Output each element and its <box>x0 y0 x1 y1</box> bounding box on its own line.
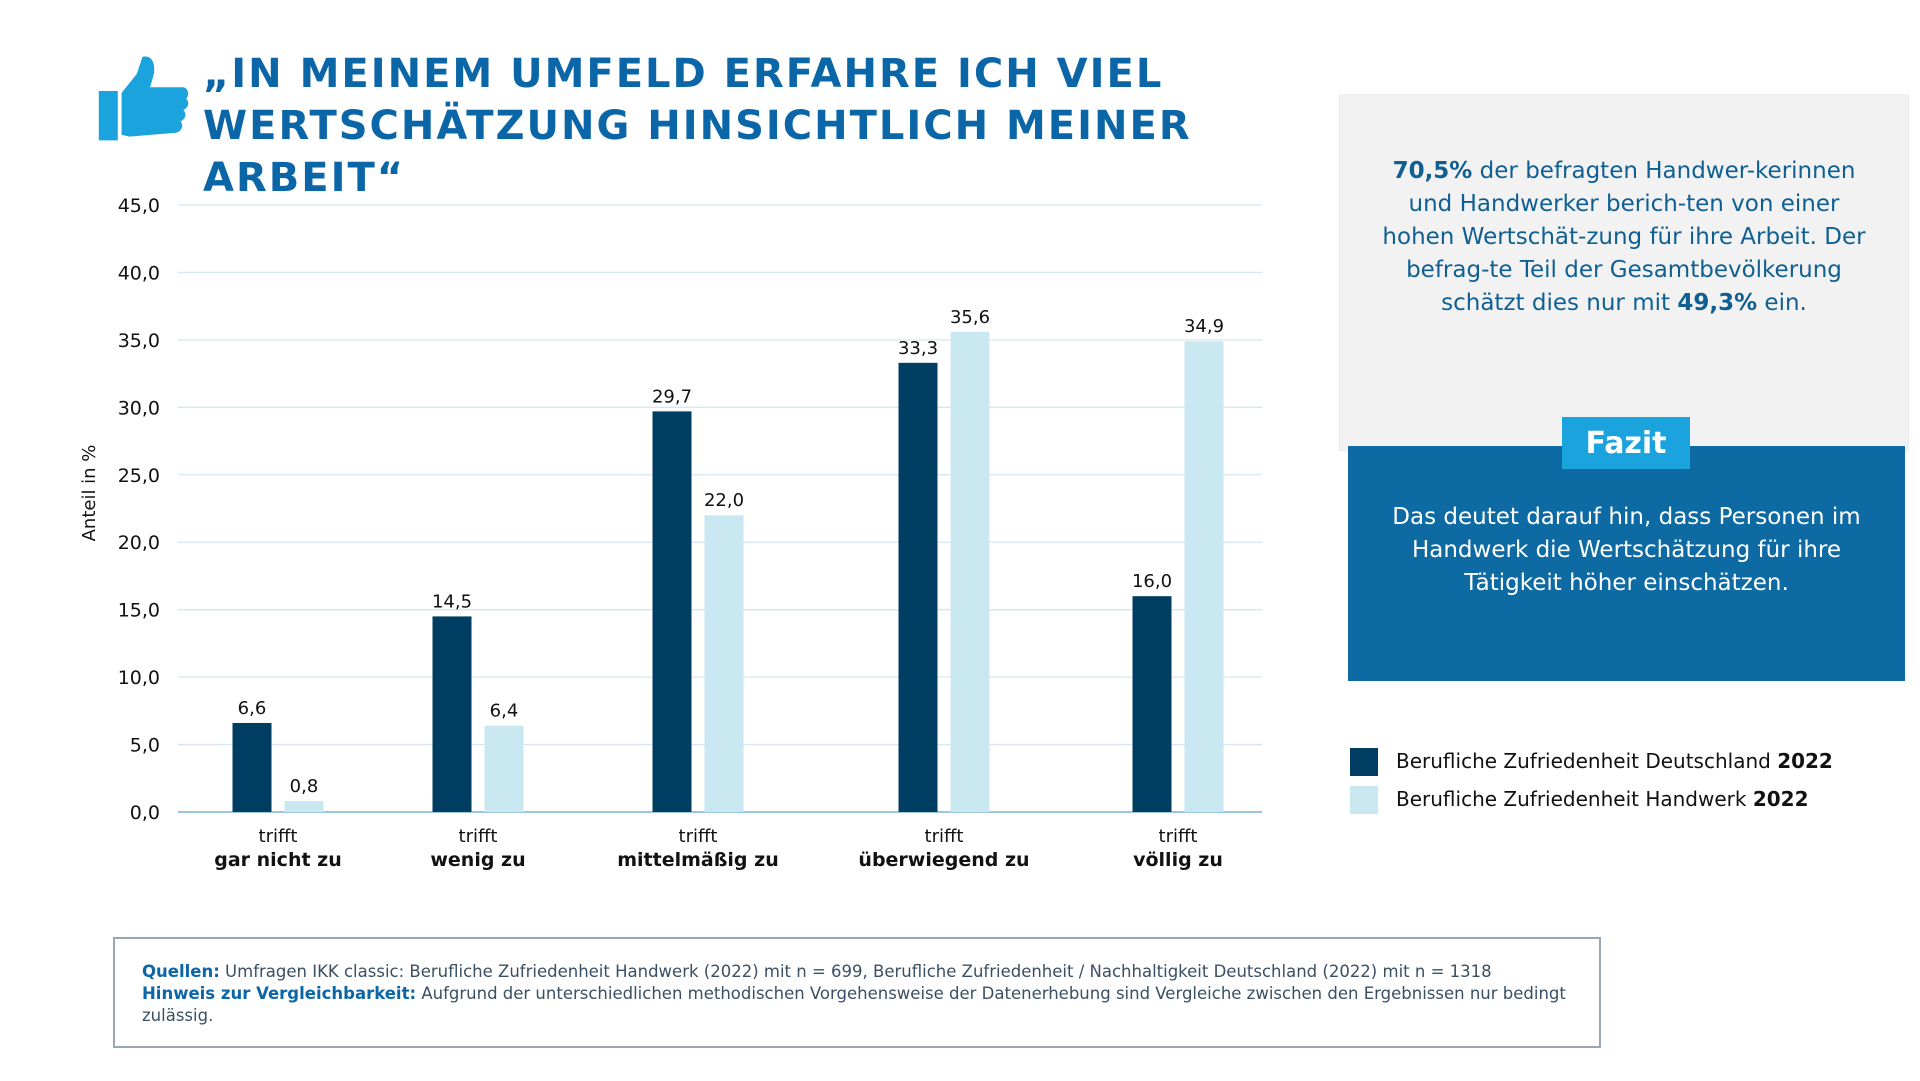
bar <box>704 515 744 812</box>
y-tick-label: 10,0 <box>118 667 160 689</box>
bar <box>950 331 990 812</box>
sources-text: Umfragen IKK classic: Berufliche Zufried… <box>219 962 1492 981</box>
x-category-label-line1: trifft <box>679 826 718 847</box>
info-text-1: der befragten Handwer-kerinnen und Handw… <box>1382 158 1866 316</box>
info-text: 70,5% der befragten Handwer-kerinnen und… <box>1370 155 1878 320</box>
sources-label: Quellen: <box>142 962 220 981</box>
y-tick-label: 20,0 <box>118 532 160 554</box>
bar <box>232 722 272 812</box>
y-tick-label: 25,0 <box>118 465 160 487</box>
comparability-note: Hinweis zur Vergleichbarkeit: Aufgrund d… <box>142 983 1573 1027</box>
value-label: 29,7 <box>652 386 692 407</box>
title-line-1: „In meinem Umfeld erfahre ich viel <box>203 51 1164 97</box>
y-axis-label: Anteil in % <box>79 445 100 542</box>
y-tick-label: 30,0 <box>118 397 160 419</box>
comparability-label: Hinweis zur Vergleichbarkeit: <box>142 984 417 1003</box>
x-category-label-line2: wenig zu <box>430 849 525 871</box>
fazit-box: Das deutet darauf hin, dass Personen im … <box>1348 446 1905 681</box>
bar <box>1132 596 1172 812</box>
value-label: 16,0 <box>1132 571 1172 592</box>
legend-label-handwerk: Berufliche Zufriedenheit Handwerk 2022 <box>1396 787 1809 811</box>
x-category-label-line2: mittelmäßig zu <box>617 849 778 871</box>
x-category-label-line2: völlig zu <box>1133 849 1223 871</box>
y-tick-label: 15,0 <box>118 600 160 622</box>
gridlines <box>178 204 1262 813</box>
bar <box>432 616 472 812</box>
value-label: 14,5 <box>432 591 472 612</box>
fazit-badge: Fazit <box>1562 417 1690 469</box>
value-label: 6,6 <box>238 698 267 719</box>
x-category-label-line1: trifft <box>459 826 498 847</box>
info-text-2: ein. <box>1757 290 1807 316</box>
fazit-text: Das deutet darauf hin, dass Personen im … <box>1392 504 1861 596</box>
value-label: 22,0 <box>704 490 744 511</box>
bar <box>484 725 524 812</box>
info-pct-1: 70,5% <box>1392 158 1473 184</box>
title-line-2: Wertschätzung hinsichtlich meiner Arbeit… <box>203 103 1192 201</box>
bar <box>1184 341 1224 812</box>
x-category-label-line2: überwiegend zu <box>858 849 1029 871</box>
info-box: 70,5% der befragten Handwer-kerinnen und… <box>1340 95 1908 450</box>
x-category-label-line1: trifft <box>259 826 298 847</box>
value-label: 6,4 <box>490 701 519 722</box>
chart-title: „In meinem Umfeld erfahre ich viel Werts… <box>203 48 1245 204</box>
bars <box>232 331 1224 812</box>
y-tick-label: 5,0 <box>130 735 160 757</box>
x-category-label-line1: trifft <box>1159 826 1198 847</box>
y-tick-label: 45,0 <box>118 195 160 217</box>
y-axis-ticks: 0,0 5,0 10,0 15,0 20,0 25,0 30,0 35,0 40,0 45,0 <box>118 195 160 824</box>
value-label: 34,9 <box>1184 316 1224 337</box>
legend-swatch-deutschland <box>1350 748 1378 776</box>
legend-label-deutschland: Berufliche Zufriedenheit Deutschland 202… <box>1396 749 1833 773</box>
title-block: „In meinem Umfeld erfahre ich viel Werts… <box>95 48 1245 201</box>
value-labels: 6,6 0,8 14,5 6,4 29,7 22,0 33,3 35,6 16,0 34,9 <box>238 307 1224 797</box>
x-category-label-line2: gar nicht zu <box>214 849 342 871</box>
y-tick-label: 40,0 <box>118 262 160 284</box>
value-label: 33,3 <box>898 338 938 359</box>
y-tick-label: 35,0 <box>118 330 160 352</box>
info-pct-2: 49,3% <box>1677 290 1758 316</box>
y-tick-label: 0,0 <box>130 802 160 824</box>
value-label: 0,8 <box>290 776 319 797</box>
sources-line: Quellen: Umfragen IKK classic: Beruflich… <box>142 961 1573 983</box>
legend-swatch-handwerk <box>1350 786 1378 814</box>
value-label: 35,6 <box>950 307 990 328</box>
sources-box: Quellen: Umfragen IKK classic: Beruflich… <box>113 937 1601 1048</box>
comparability-text: Aufgrund der unterschiedlichen methodisc… <box>142 984 1566 1025</box>
bar <box>652 411 692 812</box>
bar <box>898 362 938 812</box>
thumbs-up-icon <box>98 56 189 141</box>
bar <box>284 801 324 812</box>
x-category-label-line1: trifft <box>925 826 964 847</box>
